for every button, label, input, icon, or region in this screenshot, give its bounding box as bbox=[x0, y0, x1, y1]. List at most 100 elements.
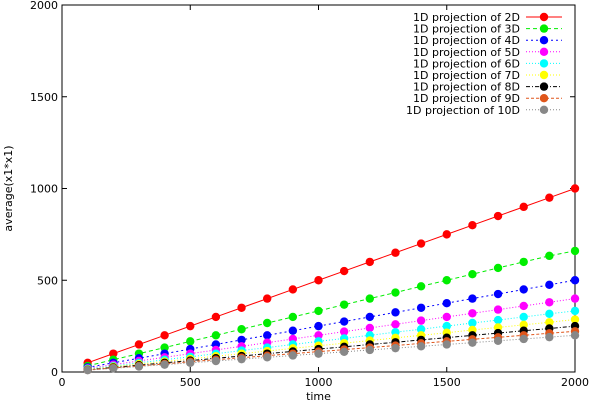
series-3d bbox=[83, 246, 580, 371]
series-9d bbox=[83, 327, 580, 375]
data-point bbox=[519, 334, 528, 344]
legend-marker bbox=[539, 12, 549, 22]
legend-label: 1D projection of 9D bbox=[413, 92, 520, 105]
data-point bbox=[570, 315, 580, 324]
y-tick-label: 0 bbox=[51, 366, 58, 379]
data-point bbox=[570, 184, 580, 193]
data-point bbox=[314, 276, 323, 285]
data-point bbox=[442, 340, 451, 349]
data-point bbox=[468, 294, 477, 303]
legend-item: 1D projection of 9D bbox=[413, 92, 562, 105]
data-point bbox=[365, 257, 374, 267]
x-tick-label: 0 bbox=[59, 376, 66, 389]
data-point bbox=[339, 317, 349, 326]
data-point bbox=[493, 289, 503, 299]
legend-marker bbox=[539, 36, 549, 45]
data-point bbox=[468, 318, 477, 328]
data-point bbox=[416, 282, 426, 291]
data-point bbox=[545, 309, 554, 319]
data-point bbox=[416, 325, 426, 334]
legend-label: 1D projection of 4D bbox=[413, 34, 520, 47]
data-point bbox=[570, 294, 580, 303]
data-point bbox=[391, 248, 400, 257]
data-point bbox=[263, 318, 272, 328]
data-point bbox=[493, 263, 503, 273]
y-tick-label: 1000 bbox=[30, 183, 58, 196]
legend-label: 1D projection of 8D bbox=[413, 81, 520, 94]
data-point bbox=[493, 315, 503, 325]
legend-label: 1D projection of 6D bbox=[413, 57, 520, 70]
data-point bbox=[442, 321, 451, 331]
data-point bbox=[468, 338, 477, 347]
data-point bbox=[339, 300, 349, 309]
legend-marker bbox=[539, 59, 549, 68]
data-point bbox=[365, 312, 374, 322]
data-point bbox=[416, 303, 426, 312]
y-tick-label: 2000 bbox=[30, 0, 58, 12]
data-point bbox=[365, 294, 374, 303]
legend-item: 1D projection of 7D bbox=[413, 69, 562, 82]
data-point bbox=[211, 312, 221, 322]
data-point bbox=[468, 221, 477, 230]
data-point bbox=[391, 343, 400, 353]
data-point bbox=[442, 312, 451, 322]
data-point bbox=[339, 327, 349, 336]
series-10d bbox=[83, 331, 580, 375]
x-tick-label: 1500 bbox=[433, 376, 461, 389]
data-point bbox=[493, 211, 503, 221]
series-4d bbox=[83, 276, 580, 372]
y-tick-label: 1500 bbox=[30, 91, 58, 104]
data-point bbox=[288, 285, 298, 294]
data-point bbox=[545, 318, 554, 327]
legend-item: 1D projection of 4D bbox=[413, 34, 562, 47]
data-point bbox=[519, 202, 528, 212]
legend-marker bbox=[539, 24, 549, 33]
y-tick-label: 500 bbox=[37, 274, 58, 287]
data-point bbox=[186, 358, 195, 368]
data-point bbox=[109, 364, 118, 373]
data-point bbox=[160, 360, 169, 369]
series-line bbox=[87, 319, 576, 370]
data-point bbox=[545, 193, 554, 202]
series-line bbox=[87, 298, 576, 369]
data-point bbox=[314, 321, 323, 331]
series-line bbox=[87, 330, 576, 371]
legend-marker bbox=[539, 94, 549, 103]
data-point bbox=[314, 331, 323, 340]
series-6d bbox=[83, 306, 580, 374]
x-tick-label: 500 bbox=[180, 376, 201, 389]
data-point bbox=[288, 351, 298, 360]
legend-item: 1D projection of 2D bbox=[413, 11, 562, 24]
data-point bbox=[339, 347, 349, 357]
data-point bbox=[519, 312, 528, 322]
legend-label: 1D projection of 7D bbox=[413, 69, 520, 82]
series-line bbox=[87, 310, 576, 370]
data-point bbox=[83, 365, 92, 375]
data-point bbox=[186, 321, 195, 331]
data-point bbox=[288, 326, 298, 335]
legend-item: 1D projection of 3D bbox=[413, 23, 562, 36]
data-point bbox=[160, 331, 169, 340]
legend-item: 1D projection of 6D bbox=[413, 57, 562, 70]
data-point bbox=[211, 331, 221, 340]
data-point bbox=[365, 345, 374, 355]
x-axis-title: time bbox=[306, 390, 331, 403]
legend-marker bbox=[539, 47, 549, 56]
data-point bbox=[263, 294, 272, 303]
legend-item: 1D projection of 5D bbox=[413, 46, 562, 59]
data-point bbox=[519, 257, 528, 267]
data-point bbox=[391, 320, 400, 329]
legend-marker bbox=[539, 82, 549, 91]
series-5d bbox=[83, 294, 580, 373]
series-line bbox=[87, 334, 576, 371]
data-point bbox=[570, 276, 580, 285]
data-point bbox=[237, 335, 246, 345]
data-point bbox=[339, 266, 349, 276]
data-point bbox=[134, 340, 144, 349]
data-point bbox=[314, 306, 323, 316]
data-point bbox=[186, 337, 195, 346]
data-point bbox=[237, 303, 246, 312]
